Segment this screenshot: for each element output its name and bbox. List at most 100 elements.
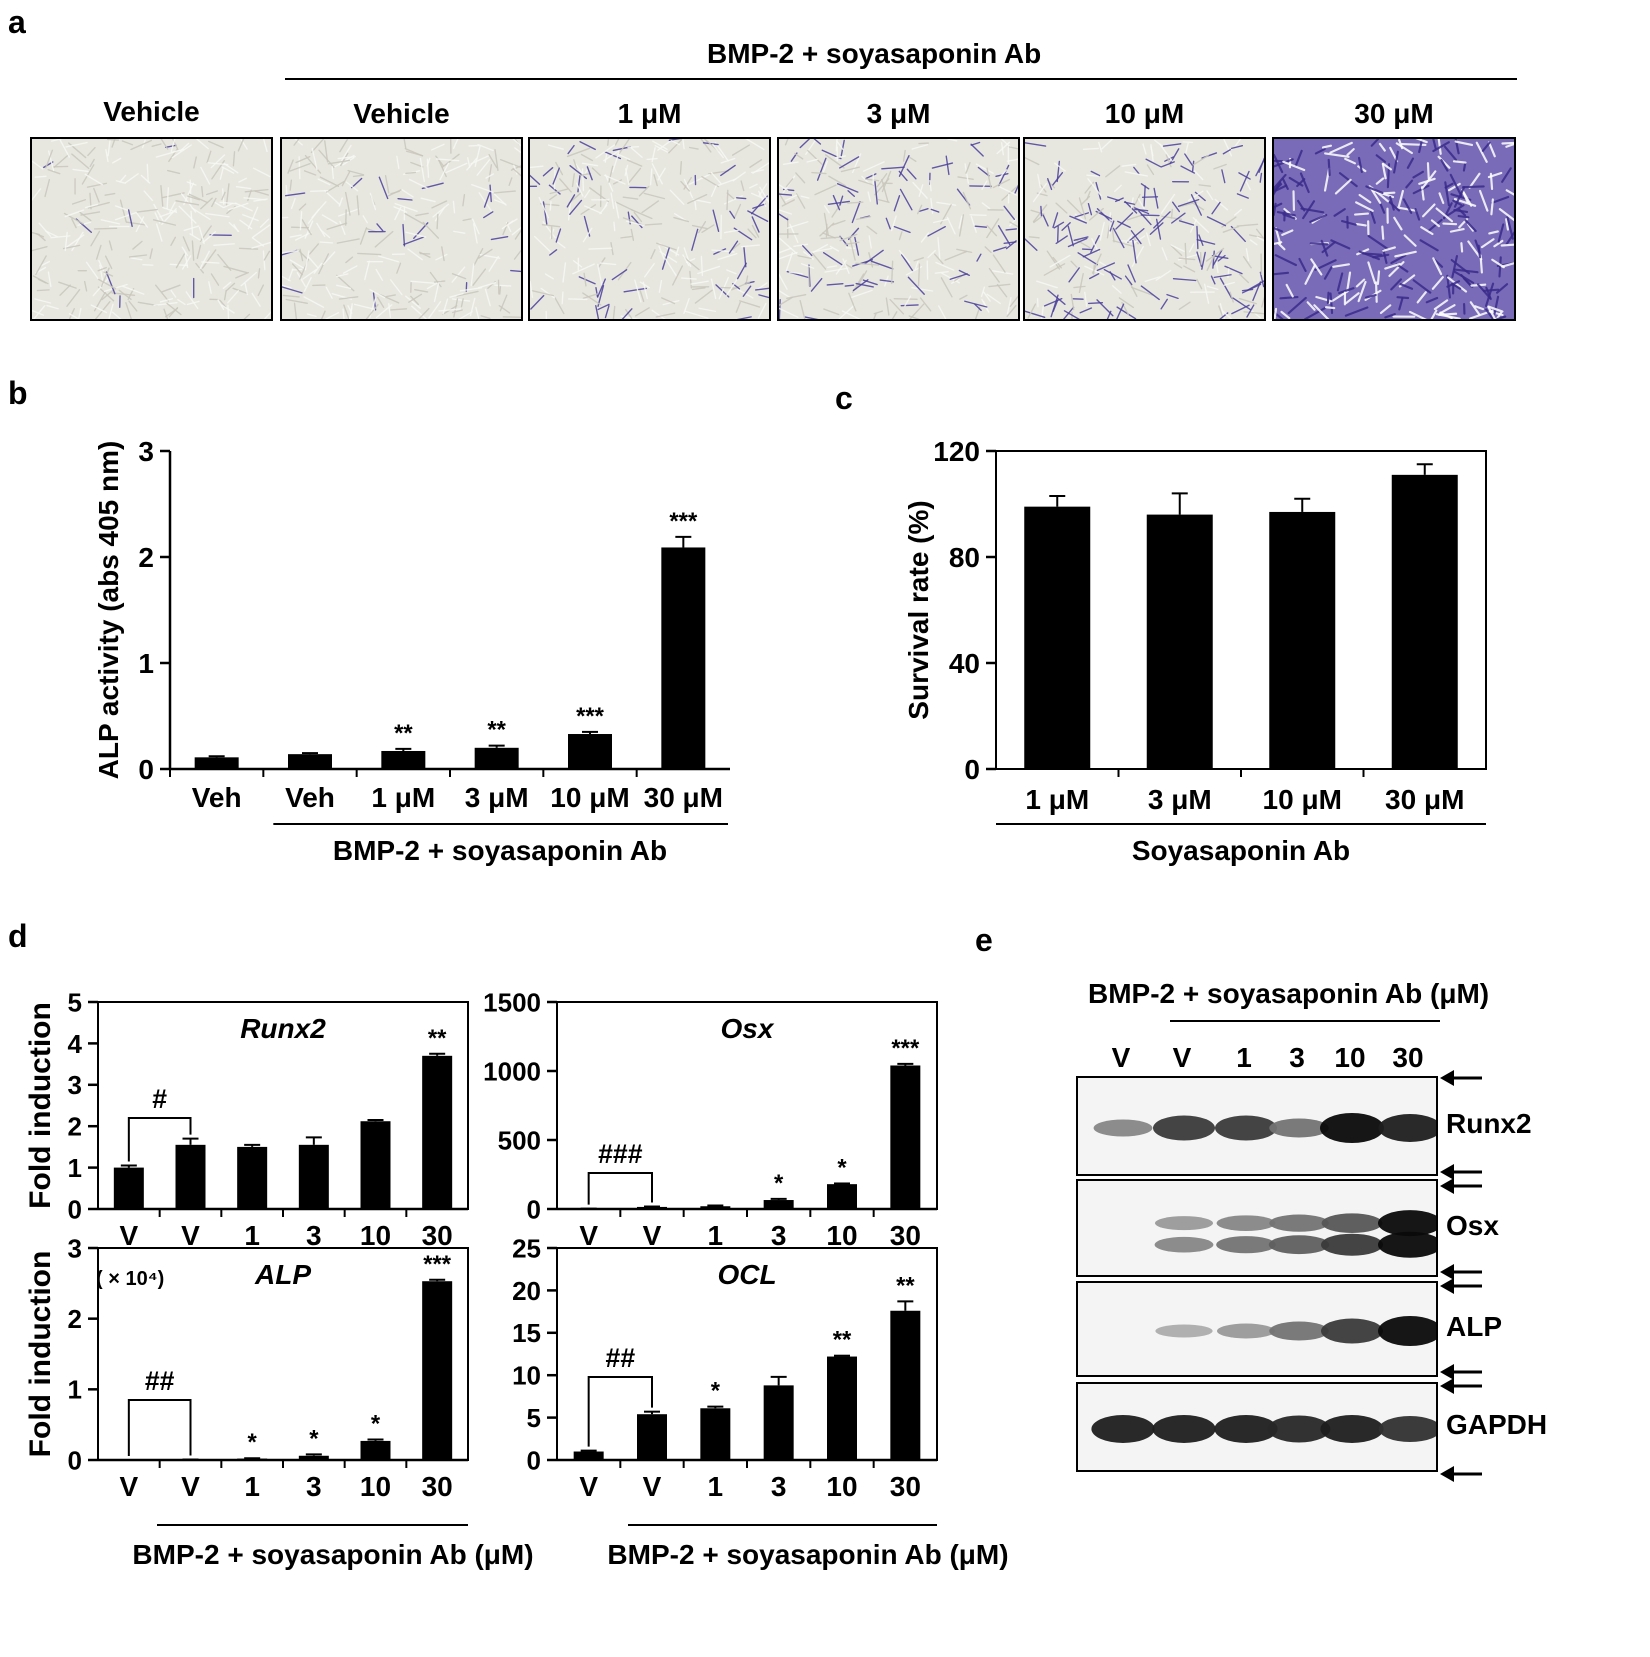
micrograph-fiber [405, 295, 421, 309]
micrograph-fiber [1229, 291, 1234, 303]
micrograph-fiber [214, 201, 224, 209]
x-tick-label: 10 μM [550, 782, 629, 813]
micrograph-fiber [1396, 206, 1418, 212]
micrograph-fiber [32, 231, 40, 236]
micrograph-fiber [1036, 280, 1058, 289]
micrograph-fiber [1211, 255, 1229, 260]
panel-a-group-line [285, 78, 1517, 80]
micrograph-fiber [1140, 183, 1150, 190]
micrograph-fiber [1180, 165, 1196, 174]
micrograph-fiber [1394, 250, 1417, 258]
micrograph-fiber [1138, 210, 1152, 226]
micrograph-fiber [947, 139, 958, 142]
micrograph-fiber [477, 281, 497, 289]
micrograph-fiber [166, 302, 182, 316]
micrograph-fiber [1422, 203, 1436, 218]
micrograph-fiber [806, 158, 818, 163]
micrograph-fiber [317, 178, 331, 186]
micrograph-fiber [785, 178, 794, 188]
micrograph-fiber [604, 174, 626, 185]
y-axis-label: Fold induction [24, 1002, 57, 1209]
micrograph-fiber [1014, 184, 1018, 194]
micrograph-fiber [93, 187, 100, 203]
micrograph-fiber [456, 290, 479, 297]
micrograph-fiber [726, 279, 738, 296]
bar [474, 747, 519, 769]
micrograph-fiber [1405, 179, 1414, 189]
micrograph-fiber [839, 195, 844, 206]
bar [298, 1455, 329, 1460]
micrograph-fiber [342, 265, 358, 274]
micrograph-fiber [1170, 244, 1185, 253]
micrograph-fiber [937, 236, 941, 262]
micrograph-fiber [37, 278, 47, 284]
protein-label: Runx2 [1446, 1108, 1532, 1139]
micrograph-fiber [584, 205, 602, 214]
micrograph-fiber [262, 139, 268, 153]
blot-band [1093, 1119, 1153, 1137]
micrograph-fiber [630, 228, 635, 242]
bar [1024, 506, 1091, 769]
micrograph-fiber [193, 156, 197, 169]
micrograph-fiber [502, 316, 521, 318]
micrograph-fiber [428, 301, 442, 319]
micrograph-fiber [189, 179, 192, 204]
micrograph-fiber [625, 220, 645, 227]
y-tick-label: 2 [68, 1112, 82, 1142]
micrograph-fiber [1381, 163, 1387, 180]
micrograph-texture [282, 139, 521, 319]
micrograph-fiber [1171, 212, 1186, 224]
micrograph-fiber [1182, 141, 1194, 144]
micrograph-fiber [32, 309, 45, 316]
micrograph-fiber [1381, 162, 1393, 171]
micrograph-fiber [1454, 139, 1460, 155]
micrograph-fiber [322, 251, 336, 266]
micrograph-fiber [977, 166, 990, 177]
micrograph-fiber [964, 300, 988, 308]
micrograph-fiber [1276, 211, 1296, 217]
micrograph-fiber [1393, 150, 1399, 174]
micrograph-fiber [1274, 227, 1284, 233]
micrograph-fiber [159, 298, 174, 303]
micrograph-fiber [114, 205, 130, 212]
micrograph-fiber [1215, 261, 1219, 274]
y-axis-label: Fold induction [24, 1251, 57, 1458]
micrograph-fiber [470, 263, 475, 287]
micrograph-fiber [1067, 225, 1074, 247]
micrograph-fiber [296, 272, 306, 288]
micrograph-fiber [320, 310, 326, 319]
micrograph-fiber [1070, 293, 1075, 311]
micrograph-fiber [365, 304, 379, 319]
micrograph-fiber [68, 308, 75, 319]
micrograph-fiber [257, 284, 264, 297]
blot-band [1155, 1216, 1213, 1231]
micrograph-fiber [993, 246, 1007, 252]
micrograph-fiber [1191, 160, 1195, 172]
micrograph-fiber [839, 233, 858, 242]
micrograph-fiber [851, 201, 861, 224]
micrograph-fiber [1177, 198, 1200, 207]
bar [637, 1206, 667, 1209]
micrograph-fiber [66, 234, 85, 248]
micrograph-fiber [186, 181, 197, 186]
micrograph-fiber [898, 154, 910, 177]
micrograph-fiber [824, 154, 845, 169]
micrograph-fiber [530, 174, 541, 185]
y-tick-label: 0 [68, 1445, 82, 1475]
micrograph-fiber [324, 312, 340, 319]
x-tick-label: V [181, 1471, 200, 1502]
micrograph-fiber [1475, 141, 1488, 163]
micrograph-fiber [1217, 254, 1226, 262]
micrograph-fiber [1049, 254, 1071, 268]
micrograph-fiber [1009, 295, 1018, 307]
micrograph-fiber [183, 182, 195, 206]
micrograph-fiber [1196, 278, 1203, 290]
micrograph-fiber [452, 139, 459, 150]
micrograph-fiber [1277, 242, 1286, 251]
micrograph-label: 10 μM [1104, 98, 1185, 129]
micrograph-fiber [691, 228, 699, 251]
micrograph-fiber [307, 208, 320, 224]
micrograph-fiber [199, 250, 210, 270]
micrograph-fiber [745, 139, 765, 151]
